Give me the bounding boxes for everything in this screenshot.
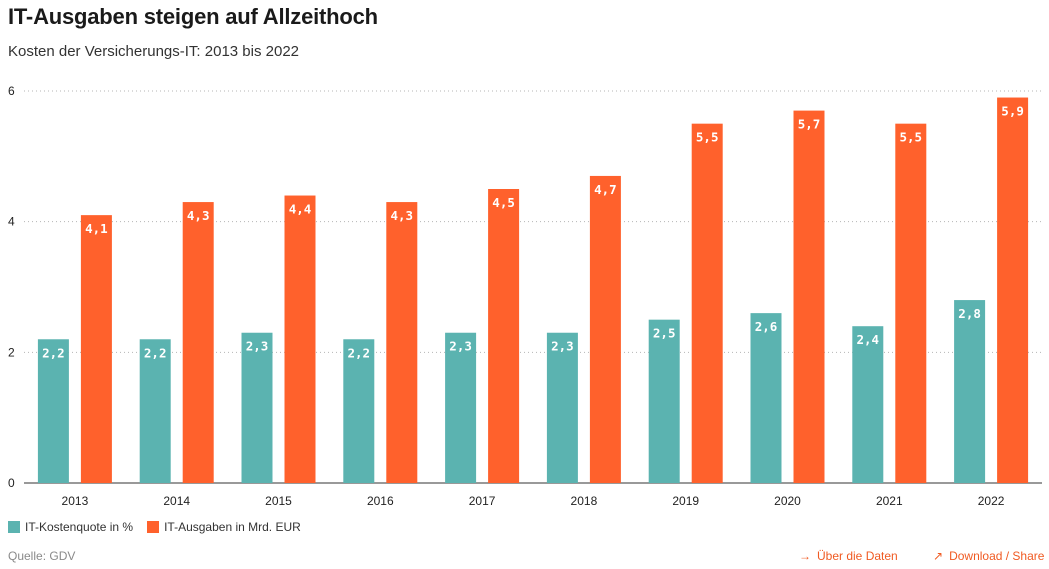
bar-ausgaben: [793, 110, 825, 483]
bar-kostenquote: [343, 339, 375, 483]
data-label-ausgaben: 4,3: [187, 208, 210, 223]
bar-ausgaben: [182, 202, 214, 484]
x-tick-label: 2016: [367, 494, 394, 508]
bar-kostenquote: [241, 332, 273, 483]
download-share-link[interactable]: ↗ Download / Share: [933, 549, 1044, 563]
data-label-ausgaben: 5,5: [900, 130, 923, 145]
legend-swatch-kostenquote: [8, 521, 20, 533]
data-label-kostenquote: 2,3: [551, 339, 574, 354]
chart-legend: IT-Kostenquote in % IT-Ausgaben in Mrd. …: [8, 520, 301, 534]
legend-item-kostenquote: IT-Kostenquote in %: [8, 520, 133, 534]
bar-ausgaben: [386, 202, 418, 484]
x-tick-label: 2021: [876, 494, 903, 508]
x-tick-label: 2020: [774, 494, 801, 508]
bar-ausgaben: [997, 97, 1029, 484]
data-label-kostenquote: 2,3: [246, 339, 269, 354]
bar-kostenquote: [139, 339, 171, 483]
bar-kostenquote: [954, 300, 986, 483]
data-label-ausgaben: 5,7: [798, 117, 821, 132]
bar-ausgaben: [284, 195, 316, 484]
y-tick-label: 6: [8, 84, 15, 98]
data-label-kostenquote: 2,6: [755, 319, 778, 334]
arrow-up-right-icon: ↗: [933, 549, 944, 563]
bar-ausgaben: [80, 215, 112, 483]
about-data-link[interactable]: → Über die Daten: [799, 549, 898, 563]
bar-ausgaben: [895, 123, 927, 484]
data-label-ausgaben: 4,7: [594, 182, 617, 197]
legend-label-kostenquote: IT-Kostenquote in %: [25, 520, 134, 534]
bar-kostenquote: [852, 326, 884, 483]
data-label-ausgaben: 5,9: [1001, 104, 1024, 119]
data-label-kostenquote: 2,3: [449, 339, 472, 354]
bar-kostenquote: [445, 332, 477, 483]
legend-item-ausgaben: IT-Ausgaben in Mrd. EUR: [147, 520, 301, 534]
data-label-kostenquote: 2,2: [42, 345, 65, 360]
source-note: Quelle: GDV: [8, 549, 76, 563]
data-label-kostenquote: 2,2: [348, 345, 371, 360]
data-label-ausgaben: 4,4: [289, 202, 312, 217]
data-label-kostenquote: 2,8: [958, 306, 981, 321]
about-data-label: Über die Daten: [817, 549, 898, 563]
x-tick-label: 2019: [672, 494, 699, 508]
bar-kostenquote: [648, 319, 680, 483]
download-share-label: Download / Share: [949, 549, 1045, 563]
y-tick-label: 4: [8, 215, 15, 229]
data-label-kostenquote: 2,4: [857, 332, 880, 347]
chart-title: IT-Ausgaben steigen auf Allzeithoch: [8, 4, 378, 29]
x-tick-label: 2018: [571, 494, 598, 508]
data-label-ausgaben: 4,5: [492, 195, 515, 210]
bar-kostenquote: [750, 313, 782, 483]
bar-kostenquote: [37, 339, 69, 483]
data-label-ausgaben: 5,5: [696, 130, 719, 145]
legend-label-ausgaben: IT-Ausgaben in Mrd. EUR: [164, 520, 301, 534]
bar-ausgaben: [488, 189, 520, 483]
x-tick-label: 2017: [469, 494, 496, 508]
y-tick-label: 2: [8, 345, 15, 359]
x-tick-label: 2015: [265, 494, 292, 508]
x-tick-label: 2022: [978, 494, 1005, 508]
x-tick-label: 2014: [163, 494, 190, 508]
arrow-right-icon: →: [799, 549, 811, 563]
data-label-kostenquote: 2,2: [144, 345, 167, 360]
bar-kostenquote: [546, 332, 578, 483]
x-tick-label: 2013: [62, 494, 89, 508]
bar-ausgaben: [589, 175, 621, 483]
bar-chart: 0 2 4 6 2013 2,2 4,1 2014 2,2 4,3 2015 2,3 4,4 2016 2,…: [8, 84, 1042, 508]
bar-ausgaben: [691, 123, 723, 484]
data-label-ausgaben: 4,1: [85, 221, 108, 236]
data-label-kostenquote: 2,5: [653, 326, 676, 341]
y-tick-label: 0: [8, 476, 15, 490]
legend-swatch-ausgaben: [147, 521, 160, 533]
chart-subtitle: Kosten der Versicherungs-IT: 2013 bis 20…: [8, 43, 300, 60]
data-label-ausgaben: 4,3: [391, 208, 414, 223]
